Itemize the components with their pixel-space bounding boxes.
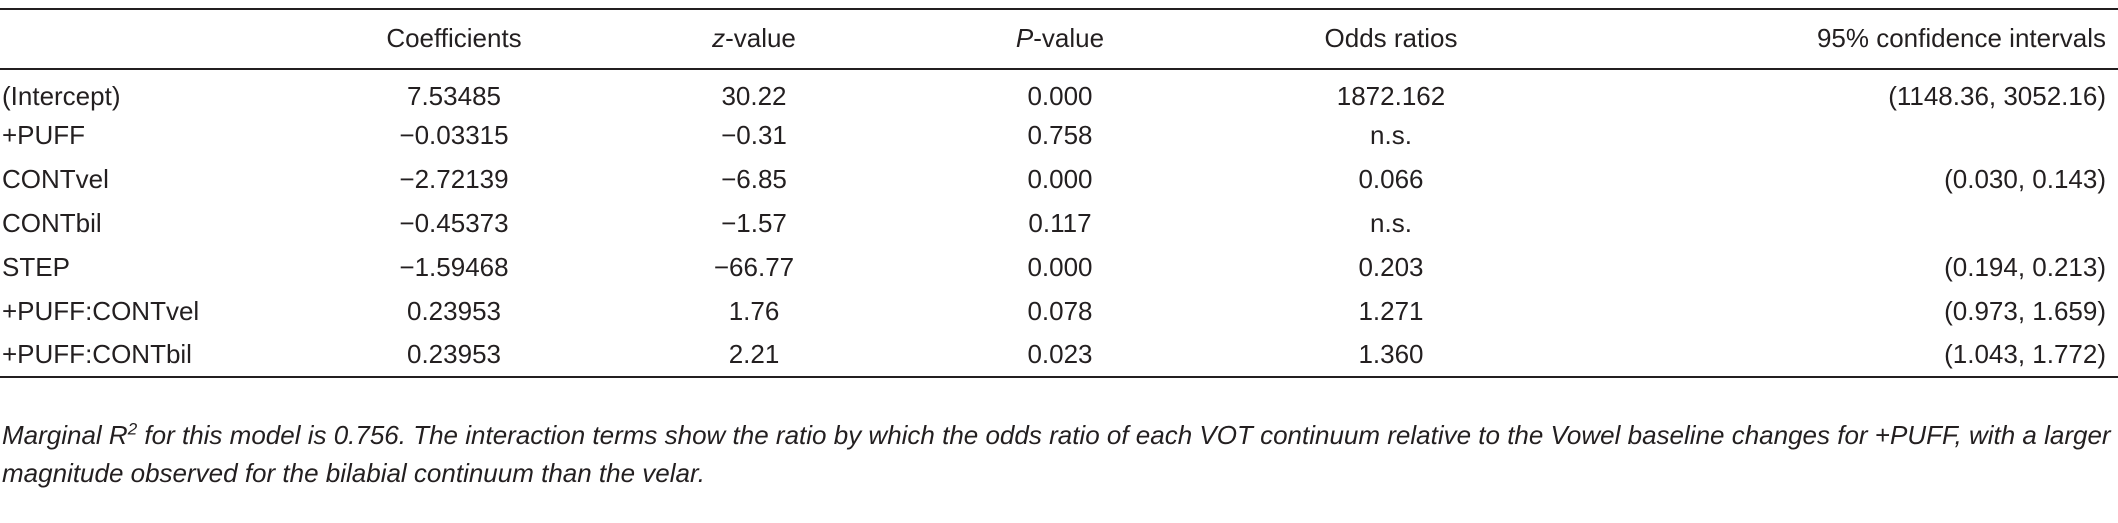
cell-term: +PUFF	[2, 119, 86, 150]
cell-p-value: 0.078	[1027, 295, 1093, 326]
cell-confidence-interval: (0.973, 1.659)	[1944, 295, 2106, 326]
cell-confidence-interval	[1572, 113, 2118, 157]
table-row: CONTbil −0.45373 −1.57 0.117 n.s.	[0, 201, 2118, 245]
cell-p-value: 0.000	[1027, 163, 1093, 194]
cell-odds-ratio: 1872.162	[1336, 81, 1446, 111]
table-row: +PUFF:CONTvel 0.23953 1.76 0.078 1.271 (…	[0, 289, 2118, 333]
cell-p-value: 0.117	[1028, 207, 1092, 238]
results-table-container: Coefficients z-value P-value Odds ratios…	[0, 8, 2118, 378]
cell-coefficient: −0.45373	[399, 207, 509, 238]
header-z-value: z-value	[712, 23, 796, 53]
cell-z-value: −6.85	[721, 163, 787, 194]
cell-z-value: −66.77	[713, 251, 795, 282]
table-row: +PUFF −0.03315 −0.31 0.758 n.s.	[0, 113, 2118, 157]
cell-z-value: 1.76	[728, 295, 780, 326]
cell-odds-ratio: n.s.	[1370, 207, 1412, 238]
cell-odds-ratio: 1.271	[1358, 295, 1424, 326]
cell-confidence-interval: (1.043, 1.772)	[1944, 339, 2106, 369]
cell-confidence-interval	[1572, 201, 2118, 245]
cell-odds-ratio: 1.360	[1358, 339, 1424, 369]
cell-odds-ratio: 0.203	[1358, 251, 1424, 282]
cell-p-value: 0.023	[1027, 339, 1093, 369]
cell-term: STEP	[2, 251, 70, 282]
cell-coefficient: −2.72139	[399, 163, 509, 194]
cell-p-value: 0.758	[1027, 119, 1093, 150]
header-p-value: P-value	[1015, 23, 1105, 53]
cell-coefficient: −0.03315	[399, 119, 509, 150]
cell-confidence-interval: (0.030, 0.143)	[1944, 163, 2106, 194]
cell-z-value: 2.21	[728, 339, 780, 369]
table-row: (Intercept) 7.53485 30.22 0.000 1872.162…	[0, 69, 2118, 113]
table-row: STEP −1.59468 −66.77 0.000 0.203 (0.194,…	[0, 245, 2118, 289]
cell-term: CONTvel	[2, 163, 109, 194]
cell-p-value: 0.000	[1027, 251, 1093, 282]
cell-confidence-interval: (0.194, 0.213)	[1944, 251, 2106, 282]
header-term	[0, 9, 310, 69]
cell-odds-ratio: n.s.	[1370, 119, 1412, 150]
header-odds-ratios: Odds ratios	[1324, 23, 1458, 53]
cell-coefficient: 0.23953	[407, 295, 501, 326]
header-confidence-intervals: 95% confidence intervals	[1816, 23, 2106, 53]
cell-z-value: 30.22	[721, 81, 787, 111]
header-coefficients: Coefficients	[386, 23, 522, 53]
cell-confidence-interval: (1148.36, 3052.16)	[1888, 81, 2106, 111]
table-footnote: Marginal R2 for this model is 0.756. The…	[2, 419, 2111, 488]
cell-term: (Intercept)	[2, 81, 121, 111]
cell-z-value: −0.31	[721, 119, 787, 150]
table-header-row: Coefficients z-value P-value Odds ratios…	[0, 9, 2118, 69]
table-row: CONTvel −2.72139 −6.85 0.000 0.066 (0.03…	[0, 157, 2118, 201]
cell-term: +PUFF:CONTvel	[2, 295, 200, 326]
cell-p-value: 0.000	[1027, 81, 1093, 111]
table-row: +PUFF:CONTbil 0.23953 2.21 0.023 1.360 (…	[0, 333, 2118, 377]
cell-z-value: −1.57	[721, 207, 787, 238]
cell-coefficient: 0.23953	[407, 339, 501, 369]
cell-coefficient: −1.59468	[399, 251, 509, 282]
cell-odds-ratio: 0.066	[1358, 163, 1424, 194]
cell-term: +PUFF:CONTbil	[2, 339, 192, 369]
cell-coefficient: 7.53485	[407, 81, 501, 111]
results-table: Coefficients z-value P-value Odds ratios…	[0, 8, 2118, 378]
cell-term: CONTbil	[2, 207, 102, 238]
